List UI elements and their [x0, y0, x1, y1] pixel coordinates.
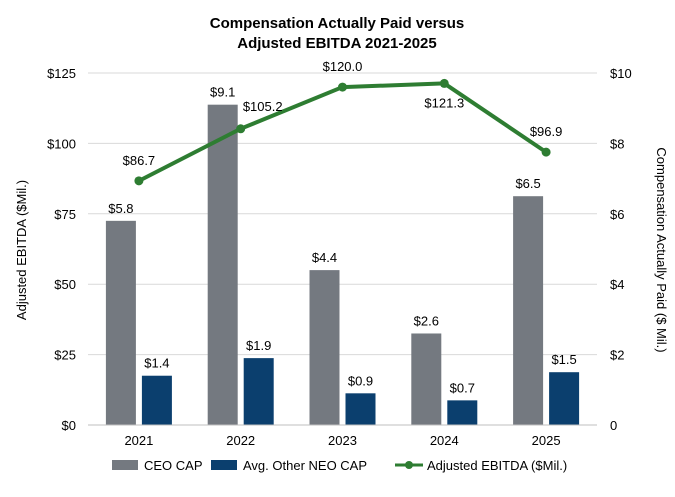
- ebitda-point: [134, 176, 144, 186]
- legend-swatch: [211, 460, 237, 470]
- data-labels: $5.8 $9.1 $4.4 $2.6 $6.5 $1.4 $1.9 $0.9 $0.7 $1.5…: [108, 59, 577, 395]
- bars: [105, 104, 580, 426]
- y-axis-label-right: Compensation Actually Paid ($ Mil.): [654, 147, 669, 352]
- x-tick-label: 2025: [532, 433, 561, 448]
- bar-data-label: $0.7: [450, 380, 475, 395]
- y-tick-label-left: $75: [54, 207, 76, 222]
- bar-bar-neo: [345, 393, 376, 425]
- bar-data-label: $6.5: [515, 176, 540, 191]
- y-tick-label-left: $100: [47, 136, 76, 151]
- bar-bar-neo: [141, 375, 172, 425]
- line-data-label: $120.0: [323, 59, 363, 74]
- line-data-label: $86.7: [123, 153, 156, 168]
- bar-bar-ceo: [207, 104, 238, 426]
- line-data-label: $96.9: [530, 124, 563, 139]
- y-tick-label-left: $50: [54, 277, 76, 292]
- ebitda-line-path: [137, 81, 548, 183]
- bar-data-label: $1.5: [551, 352, 576, 367]
- bar-bar-neo: [549, 372, 580, 425]
- ebitda-line: [134, 78, 551, 186]
- legend-marker: [405, 461, 413, 469]
- bar-data-label: $1.9: [246, 338, 271, 353]
- line-data-label: $121.3: [424, 95, 464, 110]
- ebitda-point: [236, 124, 246, 134]
- bar-data-label: $1.4: [144, 356, 169, 371]
- ebitda-point: [439, 78, 449, 88]
- x-tick-label: 2022: [226, 433, 255, 448]
- y-tick-label-right: $8: [610, 136, 624, 151]
- y-tick-label-right: $2: [610, 348, 624, 363]
- y-tick-label-right: $6: [610, 207, 624, 222]
- legend-item-label: Avg. Other NEO CAP: [243, 458, 367, 473]
- x-tick-label: 2024: [430, 433, 459, 448]
- legend-item-label: CEO CAP: [144, 458, 203, 473]
- bar-data-label: $5.8: [108, 201, 133, 216]
- bar-bar-neo: [447, 400, 478, 425]
- bar-bar-ceo: [411, 333, 442, 425]
- ebitda-point: [541, 147, 551, 157]
- x-tick-label: 2023: [328, 433, 357, 448]
- chart-title-line-2: Adjusted EBITDA 2021-2025: [237, 35, 437, 52]
- y-tick-label-left: $25: [54, 348, 76, 363]
- y-tick-label-right: 0: [610, 418, 617, 433]
- bar-data-label: $2.6: [414, 313, 439, 328]
- legend-swatch: [112, 460, 138, 470]
- bar-data-label: $4.4: [312, 250, 337, 265]
- bar-data-label: $0.9: [348, 373, 373, 388]
- y-tick-label-right: $10: [610, 66, 632, 81]
- bar-data-label: $9.1: [210, 85, 235, 100]
- y-axis-label-left: Adjusted EBITDA ($Mil.): [14, 180, 29, 320]
- bar-bar-ceo: [309, 270, 340, 425]
- y-tick-label-left: $125: [47, 66, 76, 81]
- legend: CEO CAP Avg. Other NEO CAP Adjusted EBITDA…: [112, 458, 567, 473]
- bar-bar-neo: [243, 358, 274, 425]
- legend-item-label: Adjusted EBITDA ($Mil.): [427, 458, 567, 473]
- ebitda-point: [338, 82, 347, 92]
- axes: $0 0 $25 $2 $50 $4 $75 $6 $100 $8 $125 $10 2021 2022 2…: [47, 66, 632, 448]
- bar-bar-ceo: [513, 196, 544, 425]
- y-tick-label-right: $4: [610, 277, 624, 292]
- x-tick-label: 2021: [124, 433, 153, 448]
- line-data-label: $105.2: [243, 99, 283, 114]
- chart-title-line-1: Compensation Actually Paid versus: [210, 15, 465, 32]
- bar-bar-ceo: [105, 220, 136, 425]
- y-tick-label-left: $0: [62, 418, 76, 433]
